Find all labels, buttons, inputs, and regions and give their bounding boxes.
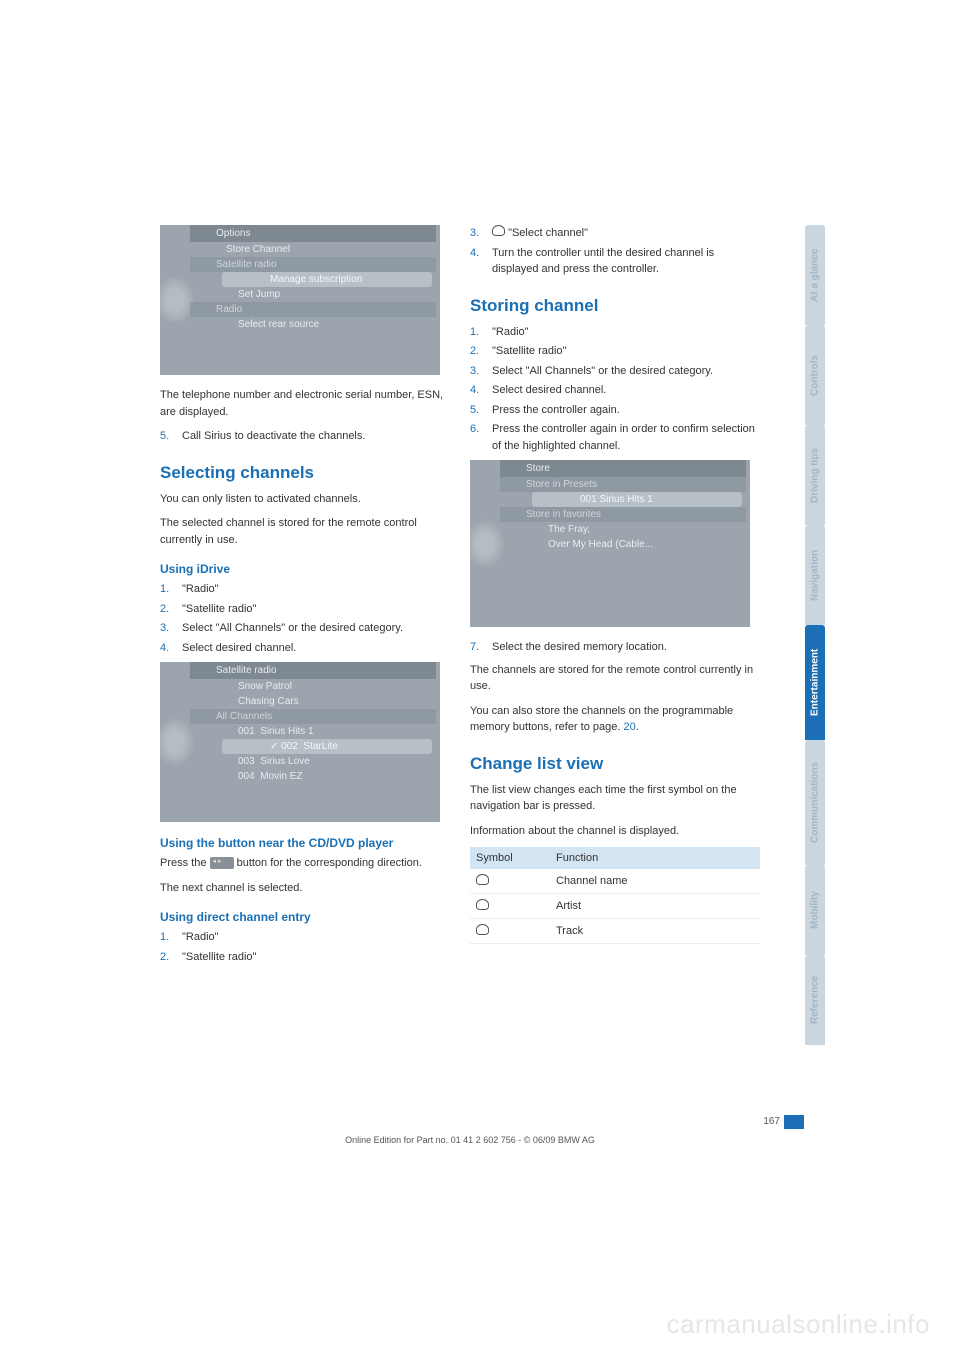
tab-controls[interactable]: Controls: [805, 325, 825, 425]
watermark: carmanualsonline.info: [667, 1309, 930, 1340]
heading-storing-channel: Storing channel: [470, 296, 760, 316]
left-column: Options Store Channel Satellite radio Ma…: [160, 225, 450, 971]
artist-icon: [476, 899, 489, 910]
screenshot-options-menu: Options Store Channel Satellite radio Ma…: [160, 225, 440, 375]
table-row: Track: [470, 919, 760, 944]
seek-button-icon: [210, 857, 234, 869]
page-content: Options Store Channel Satellite radio Ma…: [160, 225, 780, 1155]
list-item: 3. "Select channel": [470, 225, 760, 242]
screenshot-channel-list: Satellite radio Snow Patrol Chasing Cars…: [160, 662, 440, 822]
body-text: Press the button for the corresponding d…: [160, 855, 450, 872]
list-item: 4.Select desired channel.: [470, 382, 760, 399]
list-item: 3.Select "All Channels" or the desired c…: [470, 363, 760, 380]
section-tabs: At a glance Controls Driving tips Naviga…: [805, 225, 825, 1155]
list-item: 2."Satellite radio": [160, 949, 450, 966]
footer-text: Online Edition for Part no. 01 41 2 602 …: [160, 1135, 780, 1145]
body-text: You can also store the channels on the p…: [470, 703, 760, 736]
list-item: 1."Radio": [470, 324, 760, 341]
list-item: 4.Select desired channel.: [160, 640, 450, 657]
channel-name-icon: [476, 874, 489, 885]
body-text: The channels are stored for the remote c…: [470, 662, 760, 695]
table-row: Channel name: [470, 869, 760, 894]
page-link[interactable]: 20: [623, 721, 635, 733]
track-icon: [476, 924, 489, 935]
footer-accent-bar: [784, 1115, 804, 1129]
list-item: 5. Call Sirius to deactivate the channel…: [160, 428, 450, 445]
table-row: Artist: [470, 894, 760, 919]
ss-title: Store: [500, 460, 746, 477]
channel-select-icon: [492, 225, 505, 236]
right-column: 3. "Select channel" 4. Turn the controll…: [470, 225, 760, 944]
tab-navigation[interactable]: Navigation: [805, 525, 825, 625]
tab-mobility[interactable]: Mobility: [805, 865, 825, 955]
list-item: 7.Select the desired memory location.: [470, 639, 760, 656]
screenshot-store-presets: Store Store in Presets 001 Sirius Hits 1…: [470, 460, 750, 627]
tab-entertainment[interactable]: Entertainment: [805, 625, 825, 740]
step-number: 5.: [160, 428, 182, 445]
body-text: The next channel is selected.: [160, 880, 450, 897]
body-text: You can only listen to activated channel…: [160, 491, 450, 508]
body-text: The list view changes each time the firs…: [470, 782, 760, 815]
list-item: 5.Press the controller again.: [470, 402, 760, 419]
heading-using-idrive: Using iDrive: [160, 562, 450, 576]
list-item: 3.Select "All Channels" or the desired c…: [160, 620, 450, 637]
ss-title: Satellite radio: [190, 662, 436, 679]
tab-reference[interactable]: Reference: [805, 955, 825, 1045]
list-item: 1."Radio": [160, 581, 450, 598]
list-item: 6.Press the controller again in order to…: [470, 421, 760, 454]
page-number: 167: [763, 1116, 780, 1127]
body-text: Information about the channel is display…: [470, 823, 760, 840]
tab-communications[interactable]: Communications: [805, 740, 825, 865]
list-item: 2."Satellite radio": [160, 601, 450, 618]
heading-selecting-channels: Selecting channels: [160, 463, 450, 483]
list-item: 4. Turn the controller until the desired…: [470, 245, 760, 278]
list-item: 2."Satellite radio": [470, 343, 760, 360]
esn-text: The telephone number and electronic seri…: [160, 387, 450, 420]
tab-at-a-glance[interactable]: At a glance: [805, 225, 825, 325]
body-text: The selected channel is stored for the r…: [160, 515, 450, 548]
heading-change-list-view: Change list view: [470, 754, 760, 774]
ss-title: Options: [190, 225, 436, 242]
table-header: Symbol Function: [470, 847, 760, 869]
tab-driving-tips[interactable]: Driving tips: [805, 425, 825, 525]
heading-button-cddvd: Using the button near the CD/DVD player: [160, 836, 450, 850]
symbol-function-table: Symbol Function Channel name Artist Trac…: [470, 847, 760, 944]
heading-direct-entry: Using direct channel entry: [160, 910, 450, 924]
list-item: 1."Radio": [160, 929, 450, 946]
